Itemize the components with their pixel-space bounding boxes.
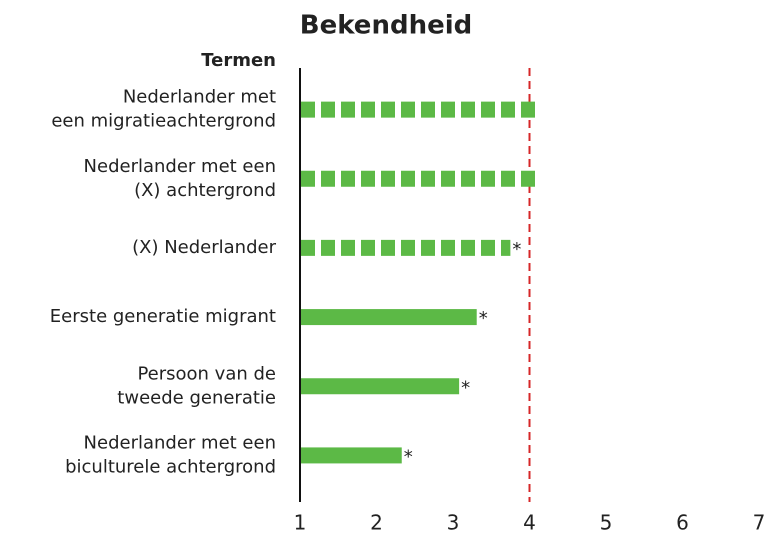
x-tick-label: 7 [753,511,766,534]
chart-title: Bekendheid [300,11,472,41]
category-label: Persoon van de [137,363,276,384]
significance-marker: * [479,308,488,329]
bar [301,378,460,395]
x-tick-label: 5 [600,511,613,534]
category-label: (X) Nederlander [132,237,276,258]
category-label: tweede generatie [117,387,276,408]
significance-marker: * [461,377,470,398]
x-tick-label: 4 [523,511,536,534]
significance-marker: * [404,446,413,467]
category-label: Nederlander met een [84,156,276,177]
x-tick-label: 1 [294,511,307,534]
category-label: Eerste generatie migrant [50,306,276,327]
category-label: Nederlander met een [84,432,276,453]
y-axis-label: Termen [201,50,276,71]
significance-marker: * [512,239,521,260]
x-tick-label: 2 [370,511,383,534]
bar [301,309,477,326]
category-label: een migratieachtergrond [51,111,276,132]
x-tick-label: 3 [447,511,460,534]
category-label: (X) achtergrond [134,180,276,201]
category-label: Nederlander met [123,87,276,108]
x-tick-label: 6 [676,511,689,534]
category-label: biculturele achtergrond [65,456,276,477]
bar [301,447,402,464]
